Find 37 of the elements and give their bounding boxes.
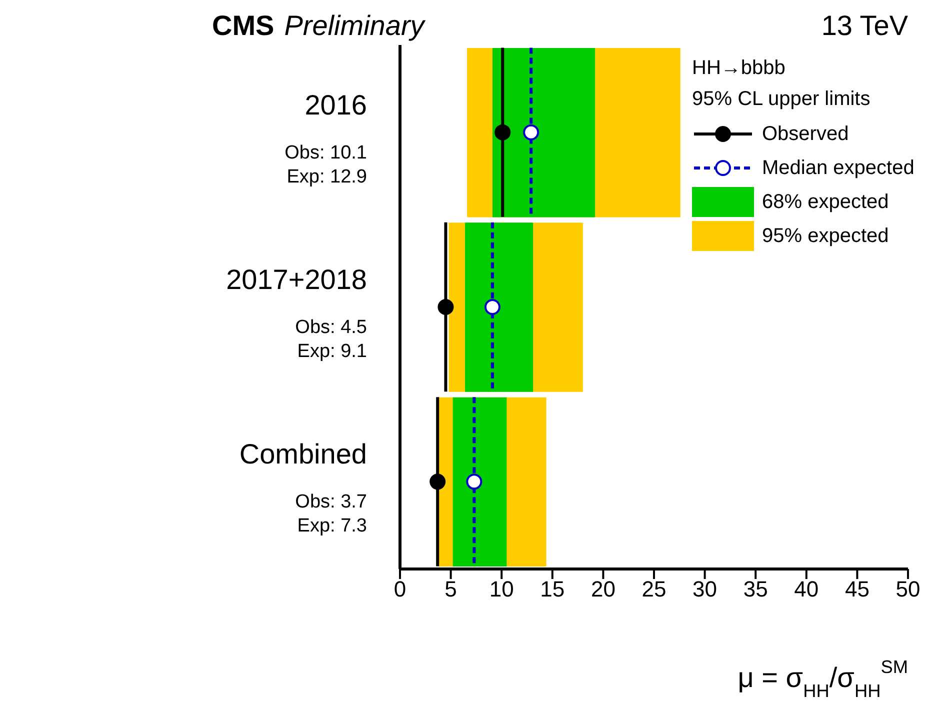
y-tick-label: Combined <box>239 438 367 470</box>
chart-title: CMS Preliminary <box>212 10 426 41</box>
text: Exp: 9.1 <box>297 341 367 362</box>
point <box>438 299 454 315</box>
point <box>430 474 446 490</box>
legend-label: 68% expected <box>762 190 889 214</box>
x-tick-label: 20 <box>590 576 616 602</box>
point <box>484 299 500 315</box>
legend-title: HH→bbbb <box>692 57 786 80</box>
x-tick-label: 10 <box>489 576 514 602</box>
annotation: 95% CL upper limits <box>692 88 872 111</box>
x-tick-label: 5 <box>444 576 457 602</box>
x-tick-label: 25 <box>642 576 666 602</box>
x-tick-label: 45 <box>844 576 870 602</box>
x-tick-label: 0 <box>394 576 406 602</box>
x-tick-label: 30 <box>692 576 718 602</box>
point <box>523 124 540 140</box>
text: 13 TeV <box>821 10 908 41</box>
text: Exp: 12.9 <box>286 166 367 188</box>
y-tick-label: 2016 <box>304 89 367 120</box>
text: Obs: 3.7 <box>295 492 367 513</box>
legend-label: Median expected <box>762 156 914 180</box>
text: Obs: 4.5 <box>295 317 367 338</box>
y-tick-label: 2017+2018 <box>226 264 367 295</box>
text: Exp: 7.3 <box>297 516 367 537</box>
point <box>466 474 482 490</box>
bar <box>465 222 534 392</box>
x-tick-label: 50 <box>896 576 920 602</box>
text: Obs: 10.1 <box>284 142 367 164</box>
point <box>494 124 511 140</box>
legend-label: 95% expected <box>762 224 889 248</box>
x-tick-label: 35 <box>743 576 768 602</box>
legend-label: Observed <box>762 122 849 146</box>
x-tick-label: 40 <box>794 576 819 602</box>
bar <box>492 48 596 218</box>
bar <box>452 397 507 567</box>
x-tick-label: 15 <box>540 576 565 602</box>
